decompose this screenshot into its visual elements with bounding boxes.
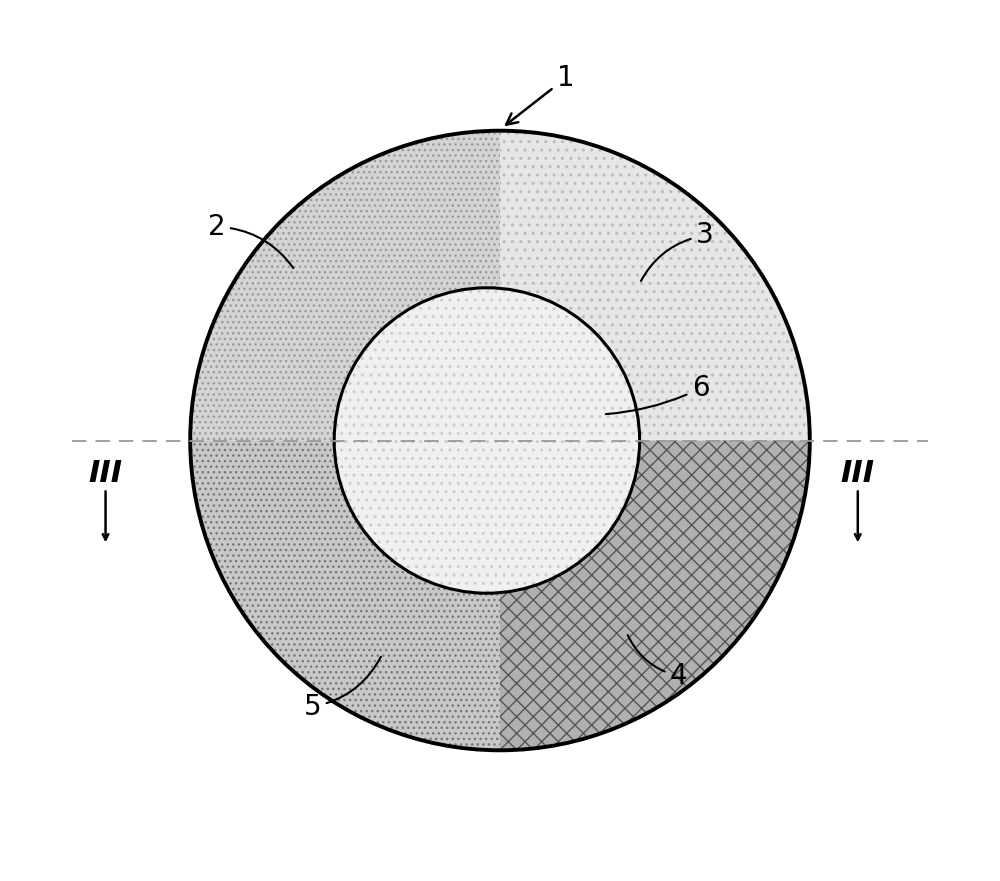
Wedge shape bbox=[190, 440, 500, 751]
Text: 5: 5 bbox=[304, 656, 381, 721]
Text: 2: 2 bbox=[208, 212, 293, 268]
Wedge shape bbox=[190, 130, 500, 440]
Text: 4: 4 bbox=[628, 635, 688, 690]
Text: 1: 1 bbox=[506, 64, 574, 124]
Wedge shape bbox=[500, 130, 810, 440]
Text: 6: 6 bbox=[606, 374, 710, 414]
Text: 3: 3 bbox=[641, 221, 714, 281]
Wedge shape bbox=[500, 440, 810, 751]
Text: III: III bbox=[841, 460, 875, 488]
Text: III: III bbox=[88, 460, 123, 488]
Circle shape bbox=[334, 288, 640, 593]
